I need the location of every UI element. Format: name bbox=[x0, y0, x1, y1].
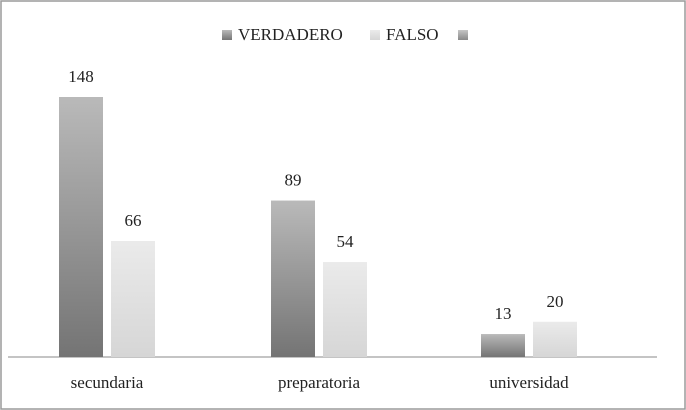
data-label: 54 bbox=[337, 232, 355, 251]
legend-label: VERDADERO bbox=[238, 25, 343, 44]
x-tick-label: universidad bbox=[489, 373, 569, 392]
legend-swatch-shine bbox=[458, 30, 468, 40]
bar-shine bbox=[111, 241, 155, 357]
bar-shine bbox=[271, 200, 315, 357]
legend-label: FALSO bbox=[386, 25, 439, 44]
legend-swatch-shine bbox=[370, 30, 380, 40]
legend-swatch-shine bbox=[222, 30, 232, 40]
data-label: 20 bbox=[547, 292, 564, 311]
x-tick-label: secundaria bbox=[71, 373, 144, 392]
data-label: 148 bbox=[68, 67, 94, 86]
data-label: 66 bbox=[125, 211, 142, 230]
bar-shine bbox=[533, 321, 577, 357]
bar-shine bbox=[323, 262, 367, 357]
bar-shine bbox=[59, 97, 103, 357]
data-label: 89 bbox=[285, 171, 302, 190]
bar-shine bbox=[481, 334, 525, 357]
data-label: 13 bbox=[495, 304, 512, 323]
x-tick-label: preparatoria bbox=[278, 373, 361, 392]
